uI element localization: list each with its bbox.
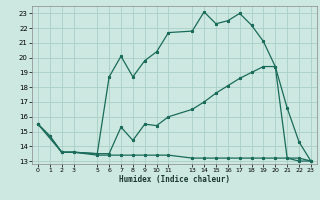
X-axis label: Humidex (Indice chaleur): Humidex (Indice chaleur)	[119, 175, 230, 184]
